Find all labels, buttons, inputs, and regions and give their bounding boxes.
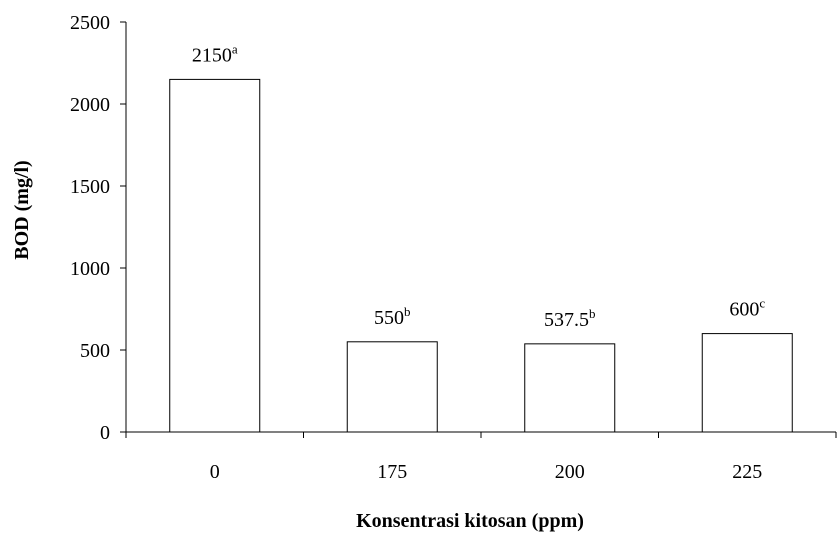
- x-tick-label: 0: [210, 461, 220, 483]
- x-axis-title: Konsentrasi kitosan (ppm): [356, 510, 584, 532]
- data-label: 537.5b: [544, 306, 596, 331]
- x-tick-label: 175: [377, 461, 407, 483]
- y-tick-label: 0: [100, 422, 110, 444]
- y-axis: 0 500 1000 1500 2000 2500: [70, 12, 127, 444]
- x-tick-label: 200: [555, 461, 585, 483]
- data-label-value: 600: [729, 299, 759, 321]
- bar: [346, 341, 438, 433]
- x-tick-label: 225: [732, 461, 762, 483]
- data-label-value: 550: [374, 307, 404, 329]
- data-label-superscript: c: [759, 296, 765, 311]
- y-tick-label: 2500: [70, 12, 110, 34]
- data-label-value: 537.5: [544, 309, 589, 331]
- bars: [169, 78, 793, 433]
- data-label-value: 2150: [192, 44, 232, 66]
- bar: [701, 333, 793, 433]
- data-label-superscript: b: [404, 304, 411, 319]
- y-tick-label: 500: [80, 340, 110, 362]
- data-label: 2150a: [192, 41, 238, 66]
- data-label-superscript: a: [232, 41, 238, 56]
- y-tick-label: 2000: [70, 94, 110, 116]
- data-label: 600c: [729, 296, 765, 321]
- y-tick-label: 1500: [70, 176, 110, 198]
- y-tick-label: 1000: [70, 258, 110, 280]
- bar: [524, 343, 616, 433]
- y-axis-title: BOD (mg/l): [11, 160, 33, 259]
- data-label-superscript: b: [589, 306, 596, 321]
- bar: [169, 78, 261, 433]
- data-label: 550b: [374, 304, 411, 329]
- x-axis: 0 175 200 225: [125, 431, 837, 483]
